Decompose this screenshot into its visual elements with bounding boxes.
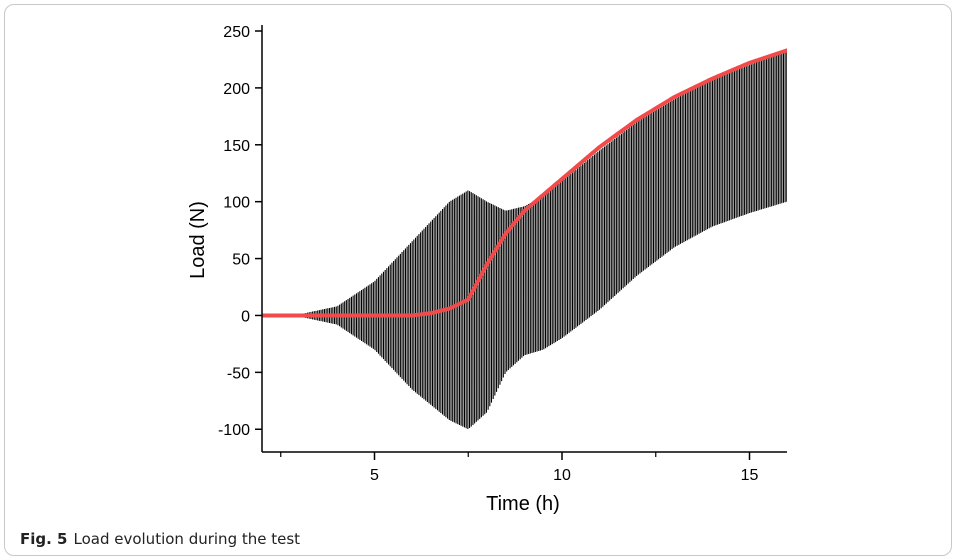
y-tick-label: 50 — [232, 252, 250, 269]
figure-label: Fig. 5 — [20, 530, 68, 548]
x-tick-label: 15 — [741, 467, 759, 484]
oscillation-series — [263, 50, 787, 430]
y-tick-label: 200 — [223, 81, 250, 98]
y-tick-label: -50 — [227, 365, 250, 382]
y-tick-label: -100 — [218, 422, 250, 439]
y-tick-label: 100 — [223, 195, 250, 212]
y-axis-label: Load (N) — [187, 201, 209, 279]
figure-caption: Fig. 5 Load evolution during the test — [20, 530, 300, 548]
y-tick-label: 150 — [223, 138, 250, 155]
axes: -100 -50 0 50 100 150 200 250 5 10 15 — [218, 24, 787, 484]
x-axis-label: Time (h) — [486, 493, 560, 515]
plot-area — [262, 48, 787, 430]
y-tick-label: 250 — [223, 24, 250, 41]
x-tick-label: 10 — [553, 467, 571, 484]
figure-caption-text: Load evolution during the test — [73, 530, 301, 548]
y-tick-label: 0 — [241, 308, 250, 325]
mean-load-line — [262, 48, 787, 318]
x-tick-label: 5 — [370, 467, 379, 484]
